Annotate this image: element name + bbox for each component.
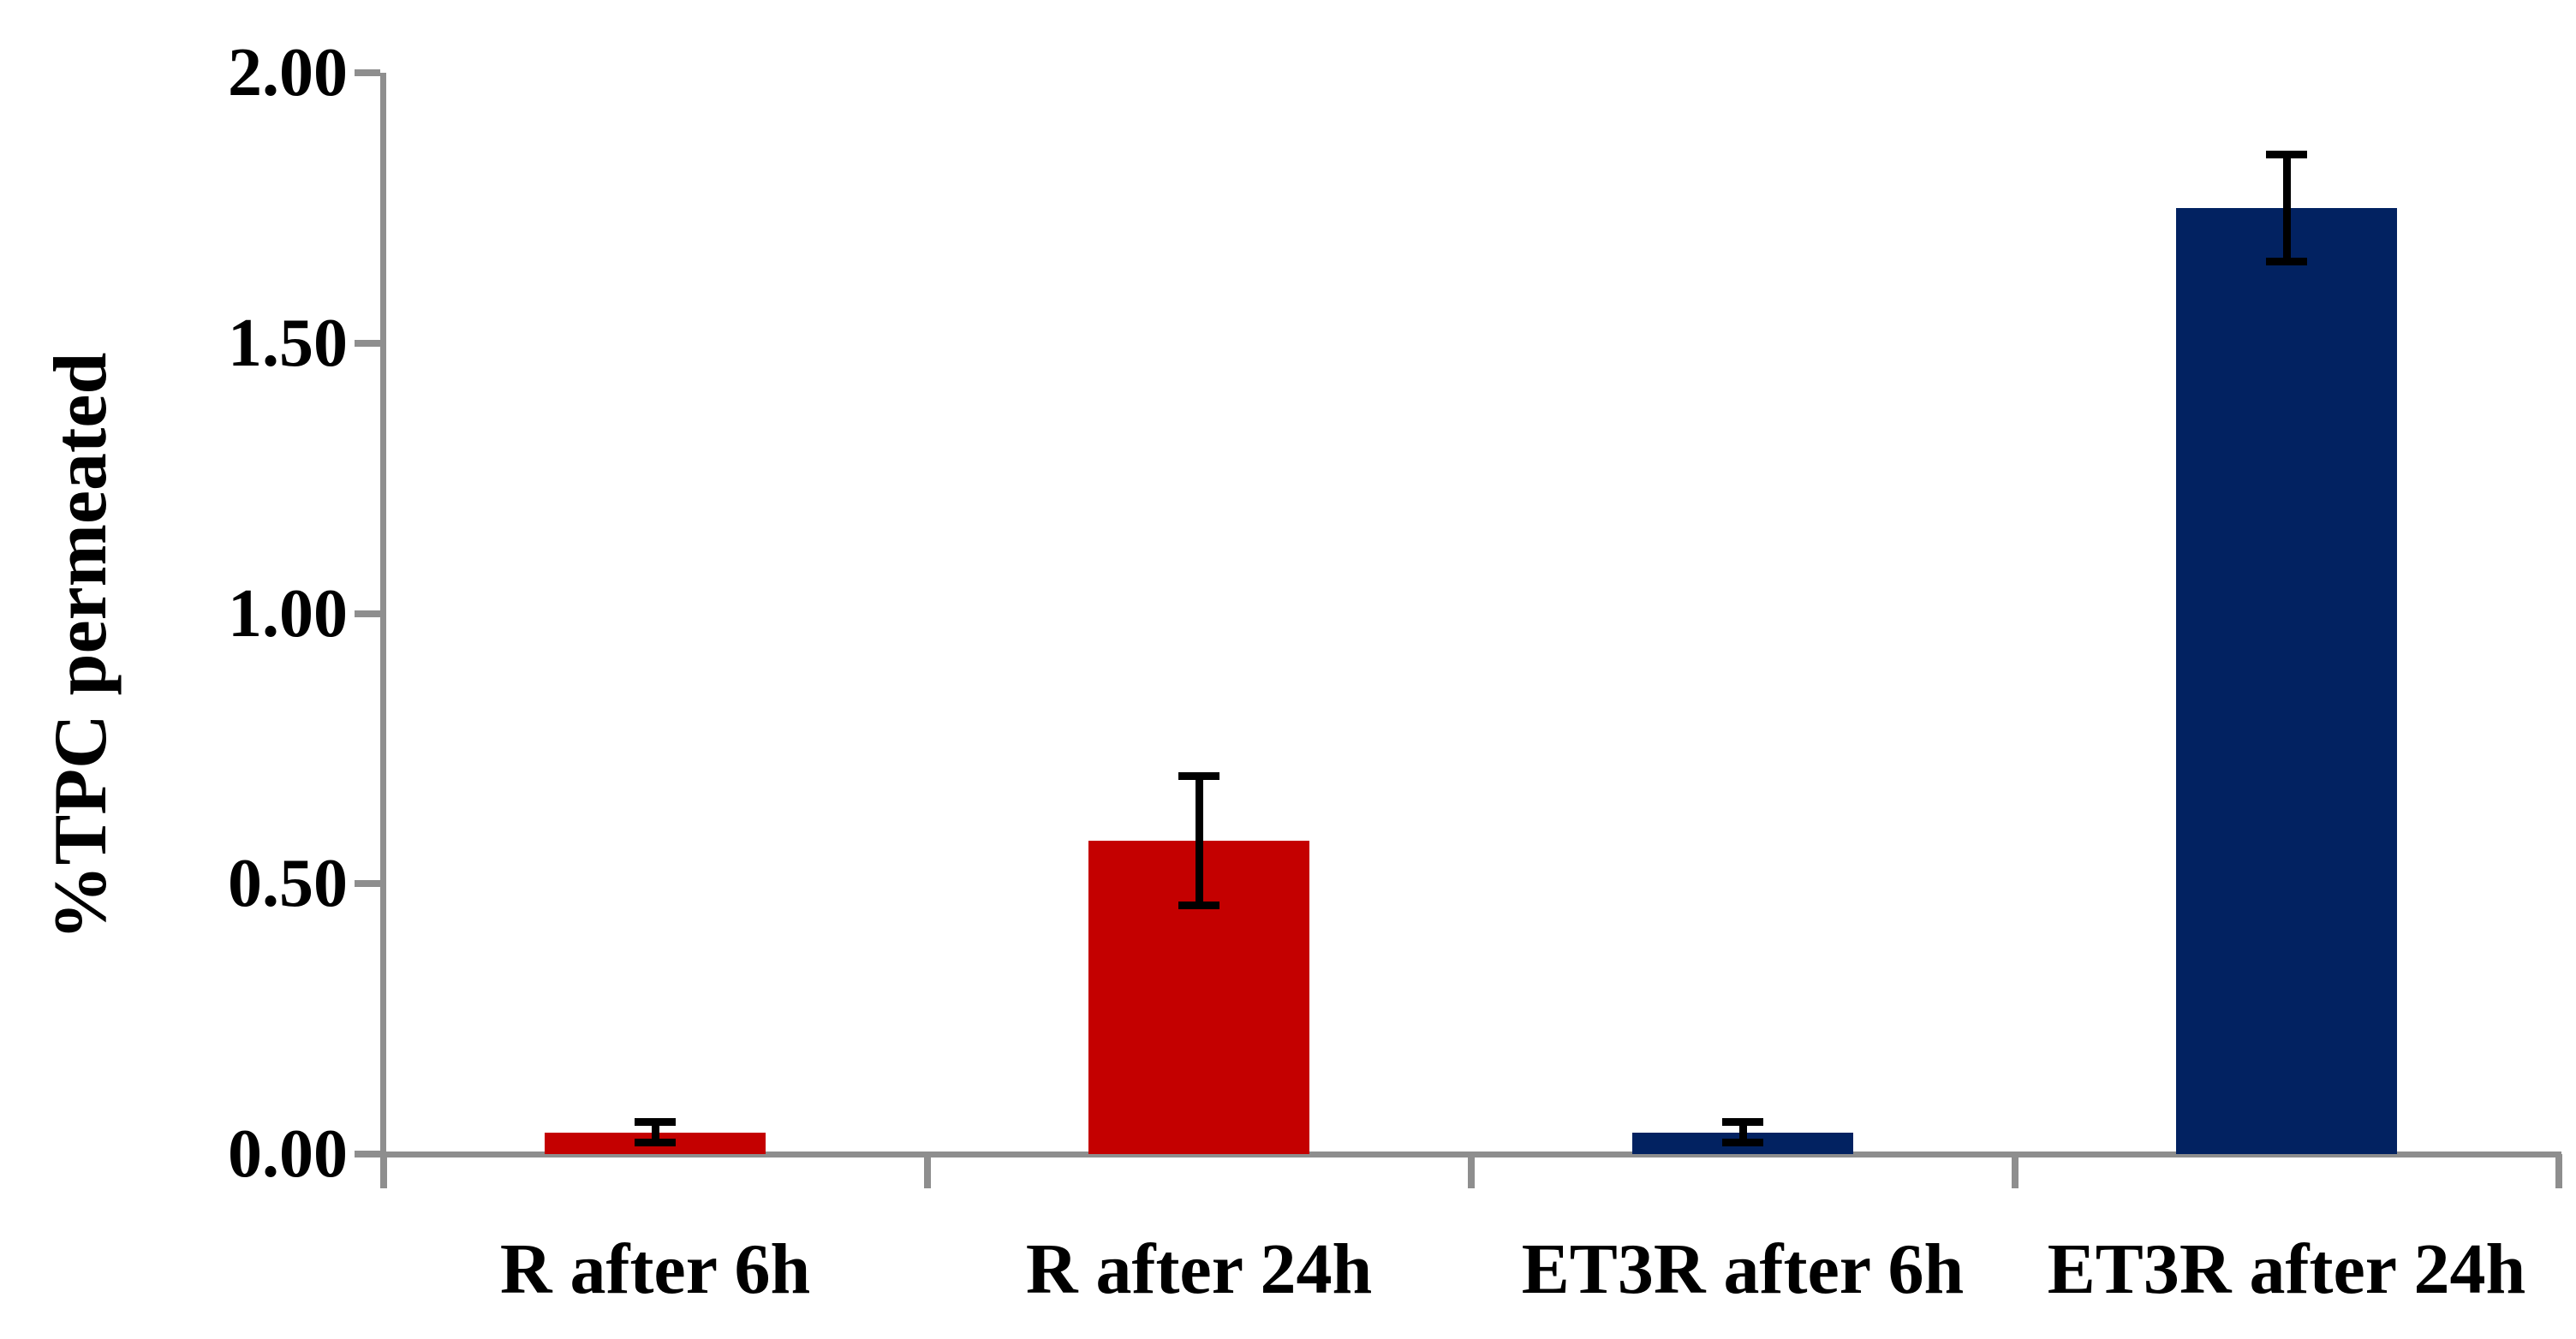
x-axis-tick [1467,1154,1475,1188]
error-bar-line-et3r-after-6h [1738,1122,1747,1144]
error-bar-cap-top-r-after-24h [1178,771,1219,780]
x-category-label: R after 24h [1025,1229,1373,1309]
error-bar-cap-bottom-r-after-24h [1178,901,1219,909]
error-bar-cap-bottom-r-after-6h [635,1139,676,1147]
x-axis-tick [923,1154,931,1188]
y-axis-line [380,73,386,1157]
x-axis-tick [2555,1154,2562,1188]
x-axis-tick [379,1154,387,1188]
error-bar-cap-top-et3r-after-24h [2266,150,2307,158]
x-category-label: R after 6h [499,1229,811,1309]
error-bar-cap-bottom-et3r-after-6h [1722,1139,1763,1147]
bar-et3r-after-24h [2176,207,2397,1154]
y-axis-tick [354,880,380,888]
y-tick-label: 0.50 [228,846,348,922]
error-bar-cap-top-r-after-6h [635,1118,676,1127]
y-axis-tick [354,1151,380,1157]
error-bar-line-r-after-24h [1195,775,1203,906]
y-axis-tick [354,339,380,347]
x-axis-tick [2011,1154,2018,1188]
error-bar-line-et3r-after-24h [2282,153,2291,263]
error-bar-line-r-after-6h [651,1122,659,1144]
error-bar-cap-bottom-et3r-after-24h [2266,258,2307,266]
error-bar-cap-top-et3r-after-6h [1722,1118,1763,1127]
y-tick-label: 2.00 [228,35,348,110]
y-tick-label: 1.50 [228,305,348,381]
y-tick-label: 0.00 [228,1116,348,1192]
y-axis-tick [354,69,380,76]
y-axis-tick [354,610,380,617]
x-category-label: ET3R after 6h [1521,1229,1965,1309]
x-category-label: ET3R after 24h [2047,1229,2526,1309]
y-tick-label: 1.00 [228,575,348,652]
